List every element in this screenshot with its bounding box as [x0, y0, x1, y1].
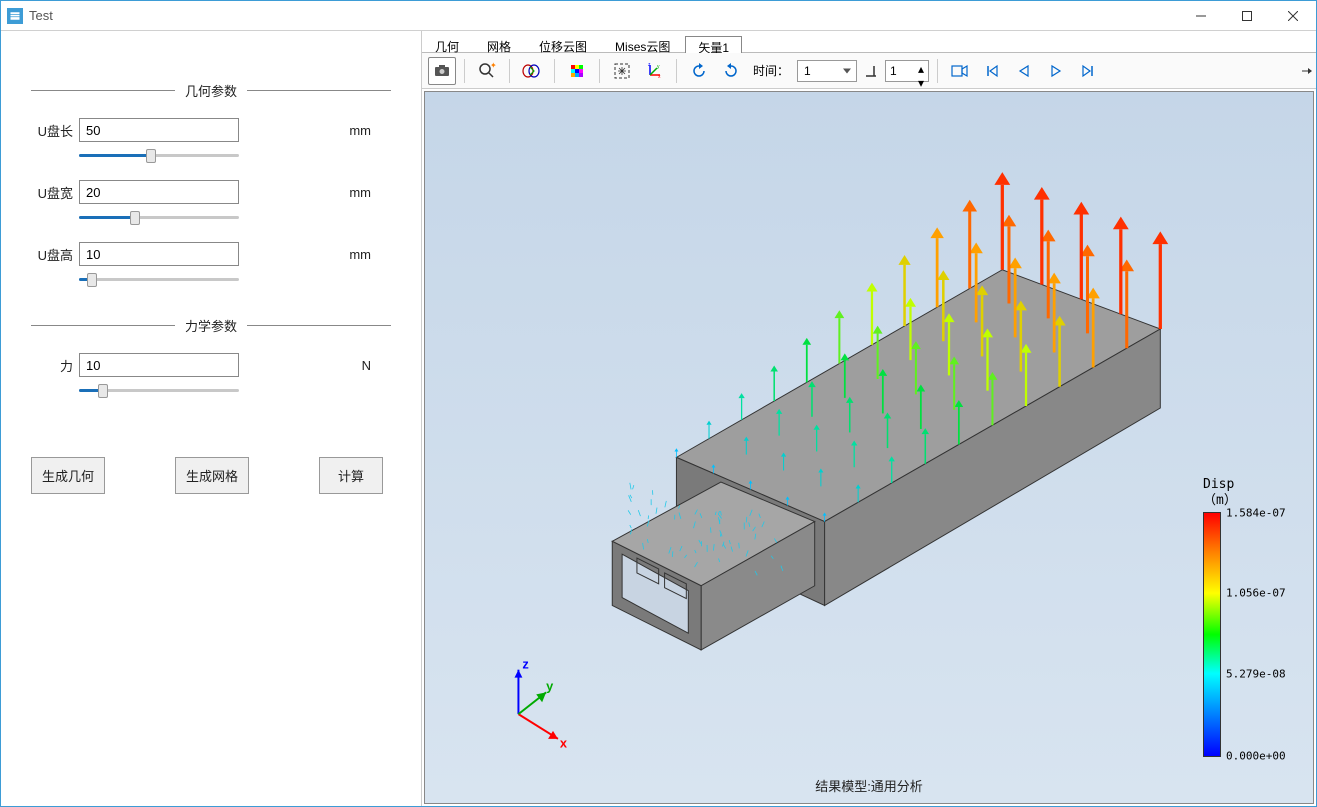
tab-mises[interactable]: Mises云图 [602, 35, 683, 52]
last-frame-icon[interactable] [1074, 57, 1102, 85]
height-label: U盘高 [31, 245, 79, 264]
parameter-panel: 几何参数 U盘长 mm U盘宽 mm [1, 31, 421, 806]
length-input[interactable] [79, 118, 239, 142]
force-label: 力 [31, 356, 79, 375]
svg-text:✦: ✦ [490, 62, 496, 70]
axes-icon[interactable]: zxy [640, 57, 668, 85]
svg-text:y: y [546, 678, 554, 693]
tab-mesh[interactable]: 网格 [474, 35, 524, 52]
rotate-left-icon[interactable] [685, 57, 713, 85]
legend-tick: 5.279e-08 [1226, 667, 1286, 680]
rotate-right-icon[interactable] [717, 57, 745, 85]
frame-spinner-value: 1 [890, 64, 897, 78]
tab-displacement[interactable]: 位移云图 [526, 35, 600, 52]
legend-colorbar: 1.584e-07 1.056e-07 5.279e-08 0.000e+00 [1203, 512, 1221, 757]
svg-text:x: x [658, 74, 661, 80]
generate-mesh-button[interactable]: 生成网格 [175, 457, 249, 494]
height-slider[interactable] [79, 272, 239, 286]
tab-geometry[interactable]: 几何 [422, 35, 472, 52]
maximize-button[interactable] [1224, 1, 1270, 31]
force-slider[interactable] [79, 383, 239, 397]
legend-tick: 1.584e-07 [1226, 507, 1286, 520]
svg-text:x: x [560, 736, 568, 751]
compute-button[interactable]: 计算 [319, 457, 383, 494]
perpendicular-icon[interactable] [861, 57, 881, 85]
generate-geometry-button[interactable]: 生成几何 [31, 457, 105, 494]
prev-frame-icon[interactable] [1010, 57, 1038, 85]
result-tabs: 几何 网格 位移云图 Mises云图 矢量1 [422, 31, 1316, 53]
toolbar-overflow-icon[interactable] [1298, 53, 1316, 89]
screenshot-icon[interactable] [428, 57, 456, 85]
model-render: z x y [425, 92, 1313, 803]
width-slider[interactable] [79, 210, 239, 224]
legend-tick: 1.056e-07 [1226, 587, 1286, 600]
length-label: U盘长 [31, 121, 79, 140]
svg-text:z: z [522, 657, 528, 672]
zoom-icon[interactable]: ✦ [473, 57, 501, 85]
geometry-section-title: 几何参数 [175, 81, 247, 100]
color-legend: Disp （m） 1.584e-07 1.056e-07 5.279e-08 0… [1203, 477, 1293, 757]
select-icon[interactable] [518, 57, 546, 85]
height-unit: mm [349, 247, 371, 262]
force-input[interactable] [79, 353, 239, 377]
width-unit: mm [349, 185, 371, 200]
result-model-label: 结果模型:通用分析 [815, 776, 923, 795]
3d-viewport[interactable]: z x y Disp （m） 1.584e-07 1.056e-07 [424, 91, 1314, 804]
minimize-button[interactable] [1178, 1, 1224, 31]
fit-view-icon[interactable] [608, 57, 636, 85]
length-slider[interactable] [79, 148, 239, 162]
next-frame-icon[interactable] [1042, 57, 1070, 85]
tab-vector[interactable]: 矢量1 [685, 36, 742, 53]
color-cube-icon[interactable] [563, 57, 591, 85]
geometry-section-header: 几何参数 [31, 81, 391, 100]
force-unit: N [362, 358, 371, 373]
titlebar: Test [1, 1, 1316, 31]
width-input[interactable] [79, 180, 239, 204]
time-select[interactable]: 1 [797, 60, 857, 82]
record-icon[interactable] [946, 57, 974, 85]
force-section-title: 力学参数 [175, 316, 247, 335]
window-title: Test [29, 8, 53, 23]
width-label: U盘宽 [31, 183, 79, 202]
legend-quantity: Disp [1203, 477, 1234, 492]
force-section-header: 力学参数 [31, 316, 391, 335]
first-frame-icon[interactable] [978, 57, 1006, 85]
app-icon [7, 8, 23, 24]
svg-text:y: y [657, 64, 660, 70]
legend-tick: 0.000e+00 [1226, 750, 1286, 763]
height-input[interactable] [79, 242, 239, 266]
time-label: 时间： [749, 62, 793, 79]
legend-unit: （m） [1203, 493, 1237, 508]
time-select-value: 1 [804, 64, 811, 78]
viewport-toolbar: ✦ zxy [422, 53, 1316, 89]
length-unit: mm [349, 123, 371, 138]
frame-spinner[interactable]: 1 ▴▾ [885, 60, 929, 82]
close-button[interactable] [1270, 1, 1316, 31]
